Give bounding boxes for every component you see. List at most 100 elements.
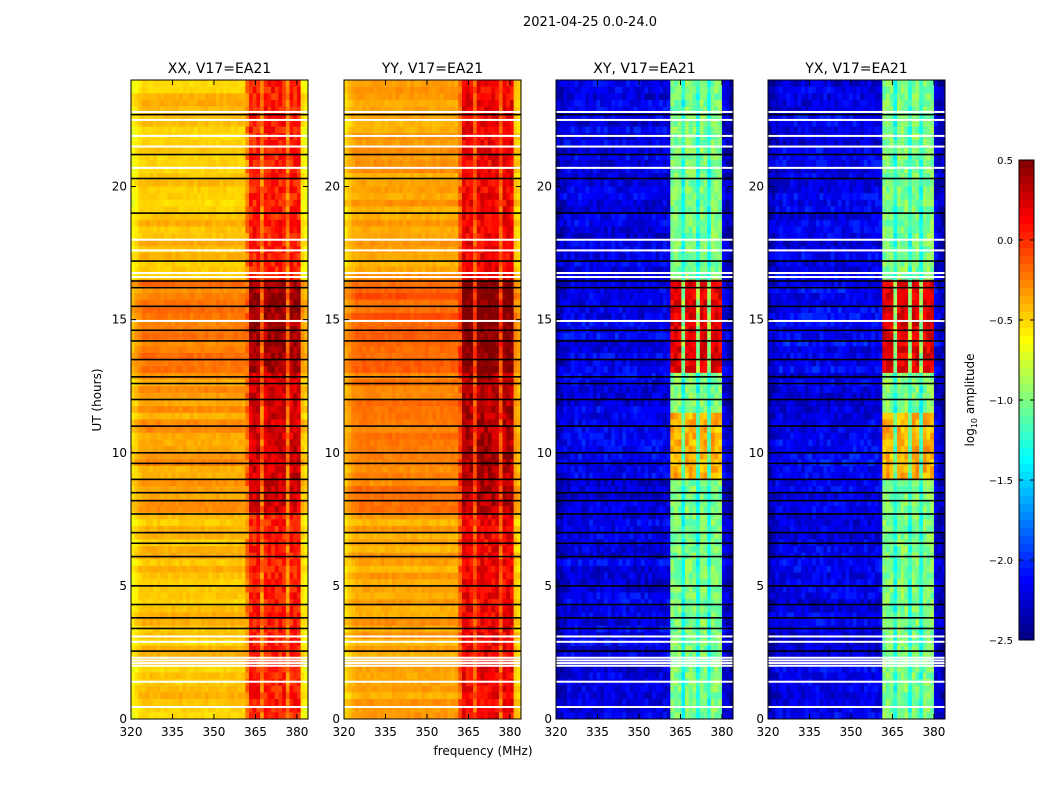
heatmap-cell bbox=[190, 525, 195, 534]
heatmap-cell bbox=[153, 545, 158, 553]
heatmap-cell bbox=[245, 572, 250, 580]
heatmap-cell bbox=[175, 386, 180, 394]
heatmap-cell bbox=[204, 352, 209, 360]
heatmap-cell bbox=[304, 612, 309, 620]
heatmap-cell bbox=[186, 585, 191, 593]
heatmap-cell bbox=[373, 99, 378, 108]
heatmap-cell bbox=[256, 359, 261, 367]
heatmap-cell bbox=[153, 392, 158, 400]
heatmap-cell bbox=[142, 213, 147, 221]
heatmap-cell bbox=[160, 352, 165, 360]
heatmap-cell bbox=[487, 113, 492, 121]
heatmap-cell bbox=[197, 346, 202, 354]
heatmap-cell bbox=[351, 80, 356, 88]
heatmap-cell bbox=[134, 113, 139, 121]
heatmap-cell bbox=[138, 86, 143, 94]
heatmap-cell bbox=[293, 259, 298, 267]
heatmap-cell bbox=[156, 665, 161, 673]
heatmap-cell bbox=[271, 352, 276, 360]
heatmap-cell bbox=[178, 253, 184, 261]
heatmap-cell bbox=[153, 253, 158, 261]
heatmap-cell bbox=[149, 233, 154, 241]
heatmap-cell bbox=[145, 293, 150, 301]
flagged-row-black bbox=[131, 491, 308, 494]
heatmap-cell bbox=[223, 266, 228, 274]
heatmap-cell bbox=[178, 426, 184, 434]
heatmap-cell bbox=[167, 605, 172, 613]
heatmap-cell bbox=[153, 299, 158, 307]
heatmap-cell bbox=[178, 113, 184, 121]
heatmap-cell bbox=[186, 339, 191, 347]
heatmap-cell bbox=[517, 106, 522, 114]
heatmap-cell bbox=[263, 652, 268, 660]
heatmap-cell bbox=[282, 352, 287, 360]
heatmap-cell bbox=[131, 199, 136, 207]
heatmap-cell bbox=[300, 312, 305, 321]
heatmap-cell bbox=[201, 179, 206, 187]
heatmap-cell bbox=[145, 93, 150, 101]
heatmap-cell bbox=[274, 685, 279, 693]
heatmap-cell bbox=[226, 705, 231, 713]
heatmap-cell bbox=[193, 572, 198, 580]
heatmap-cell bbox=[256, 253, 261, 261]
heatmap-cell bbox=[208, 206, 213, 214]
heatmap-cell bbox=[197, 685, 202, 693]
heatmap-cell bbox=[252, 219, 257, 227]
flagged-row-black bbox=[131, 462, 308, 465]
heatmap-cell bbox=[252, 525, 257, 534]
heatmap-cell bbox=[278, 193, 283, 201]
heatmap-cell bbox=[182, 665, 187, 673]
heatmap-cell bbox=[260, 213, 265, 221]
heatmap-cell bbox=[267, 299, 272, 307]
heatmap-cell bbox=[208, 119, 213, 127]
heatmap-cell bbox=[156, 652, 161, 660]
heatmap-cell bbox=[204, 519, 209, 527]
heatmap-cell bbox=[134, 253, 139, 261]
heatmap-cell bbox=[274, 126, 279, 134]
heatmap-cell bbox=[285, 499, 290, 507]
heatmap-cell bbox=[219, 386, 224, 394]
heatmap-cell bbox=[285, 712, 290, 720]
heatmap-cell bbox=[175, 352, 180, 360]
heatmap-cell bbox=[377, 106, 382, 114]
heatmap-cell bbox=[171, 126, 176, 134]
flagged-row-white bbox=[131, 680, 308, 683]
heatmap-cell bbox=[296, 486, 302, 494]
heatmap-cell bbox=[447, 93, 452, 101]
heatmap-cell bbox=[164, 672, 169, 680]
heatmap-cell bbox=[263, 226, 268, 234]
heatmap-cell bbox=[278, 99, 283, 108]
heatmap-cell bbox=[197, 259, 202, 267]
heatmap-cell bbox=[212, 106, 217, 114]
heatmap-cell bbox=[267, 226, 272, 234]
heatmap-cell bbox=[241, 386, 246, 394]
heatmap-cell bbox=[296, 206, 302, 214]
heatmap-cell bbox=[160, 712, 165, 720]
heatmap-cell bbox=[469, 106, 474, 114]
heatmap-cell bbox=[156, 386, 161, 394]
heatmap-cell bbox=[134, 652, 139, 660]
heatmap-cell bbox=[208, 266, 213, 274]
heatmap-cell bbox=[219, 146, 224, 154]
heatmap-cell bbox=[282, 253, 287, 261]
heatmap-cell bbox=[289, 479, 294, 487]
heatmap-cell bbox=[274, 339, 279, 347]
heatmap-cell bbox=[278, 139, 283, 147]
heatmap-cell bbox=[278, 146, 283, 154]
heatmap-cell bbox=[171, 113, 176, 121]
heatmap-cell bbox=[263, 599, 268, 607]
heatmap-cell bbox=[149, 499, 154, 507]
heatmap-cell bbox=[153, 426, 158, 434]
heatmap-cell bbox=[296, 619, 302, 627]
heatmap-cell bbox=[256, 126, 261, 134]
heatmap-cell bbox=[300, 452, 305, 460]
heatmap-cell bbox=[377, 93, 382, 101]
heatmap-cell bbox=[186, 399, 191, 407]
heatmap-cell bbox=[296, 612, 302, 620]
heatmap-cell bbox=[134, 119, 139, 127]
heatmap-cell bbox=[263, 665, 268, 673]
heatmap-cell bbox=[304, 319, 309, 327]
heatmap-cell bbox=[245, 699, 250, 707]
heatmap-cell bbox=[271, 579, 276, 587]
heatmap-cell bbox=[245, 532, 250, 540]
